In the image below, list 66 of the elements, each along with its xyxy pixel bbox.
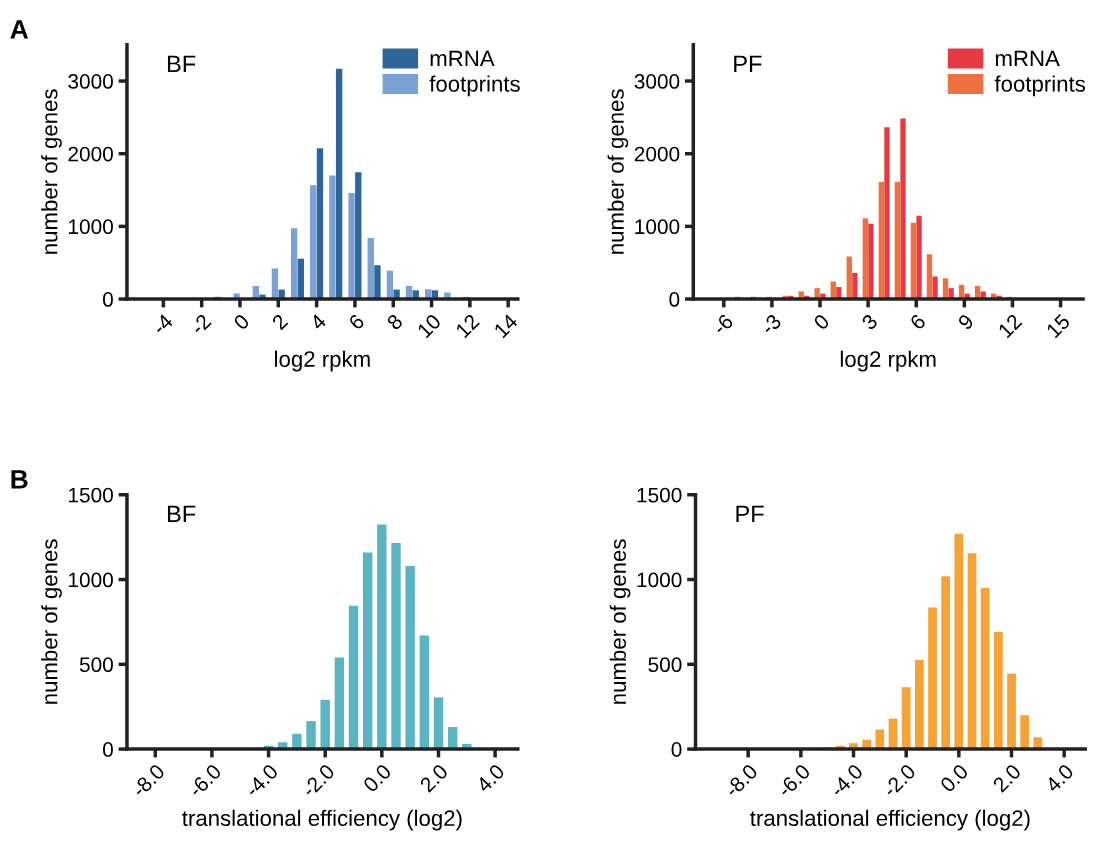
x-axis-title: log2 rpkm [275,350,370,372]
y-tick-label: 0 [102,742,113,757]
x-tick-label: 10 [416,313,442,339]
x-axis-title: log2 rpkm [840,350,936,372]
legend-label: footprints [994,75,1086,97]
x-tick-label: 4.0 [1044,763,1075,794]
x-tick-label: 4.0 [475,763,506,794]
x-tick-label: -2 [189,313,212,336]
x-tick-label: 6 [347,313,366,331]
x-tick-label: -2.0 [300,763,336,798]
chart-title: BF [167,55,196,72]
x-tick-label: -8.0 [723,763,759,798]
y-tick-label: 3000 [68,74,113,89]
y-tick-label: 0 [669,292,680,307]
y-tick-label: 500 [79,657,113,673]
text: B [11,470,28,489]
y-tick-label: 2000 [68,146,113,162]
x-tick-label: -4.0 [829,763,864,798]
x-tick-label: -6 [711,313,734,336]
x-tick-label: 8 [386,313,404,331]
y-axis-title: number of genes [607,89,629,254]
x-tick-label: 0.0 [362,763,393,793]
chart-title: PF [736,505,764,523]
legend-label: footprints [429,75,520,97]
x-axis-title: translational efficiency (log2) [750,809,1030,831]
x-tick-label: -4.0 [244,763,279,798]
x-tick-label: 6 [909,313,927,331]
y-tick-label: 1500 [69,487,113,503]
x-tick-label: 3 [860,313,879,331]
x-tick-label: 9 [957,313,975,331]
y-tick-label: 1000 [69,572,113,588]
x-tick-label: -4 [151,313,174,336]
y-tick-label: 1000 [69,219,113,235]
x-tick-label: -8.0 [130,763,166,798]
y-tick-label: 0 [671,742,682,757]
x-tick-label: 0 [812,313,831,331]
x-tick-label: -2.0 [881,763,917,798]
x-tick-label: 12 [455,313,480,339]
chart-title: BF [167,505,196,523]
y-tick-label: 3000 [634,74,680,89]
text: A [10,20,29,39]
y-tick-label: 1000 [635,219,680,235]
x-tick-label: 15 [1045,313,1071,339]
chart-title: PF [734,55,762,72]
y-axis-title: number of genes [41,89,62,254]
x-tick-label: 2 [271,313,289,331]
x-tick-label: 0 [232,313,251,331]
y-tick-label: 1000 [637,572,682,588]
legend-label: mRNA [430,50,495,67]
x-tick-label: 2.0 [992,763,1022,793]
legend-label: mRNA [995,50,1060,67]
x-axis-title: translational efficiency (log2) [182,809,462,831]
x-tick-label: -6.0 [187,763,223,798]
x-tick-label: 4 [309,313,327,331]
y-axis-title: number of genes [41,539,62,704]
x-tick-label: 14 [493,313,519,339]
y-tick-label: 1500 [637,487,682,503]
x-tick-label: -6.0 [776,763,812,798]
y-tick-label: 500 [648,657,682,673]
x-tick-label: 2.0 [419,763,449,793]
x-tick-label: 0.0 [939,763,970,793]
x-tick-label: -3 [759,313,783,336]
y-axis-title: number of genes [609,539,631,704]
y-tick-label: 2000 [634,146,680,162]
y-tick-label: 0 [102,292,113,307]
x-tick-label: 12 [997,313,1023,339]
